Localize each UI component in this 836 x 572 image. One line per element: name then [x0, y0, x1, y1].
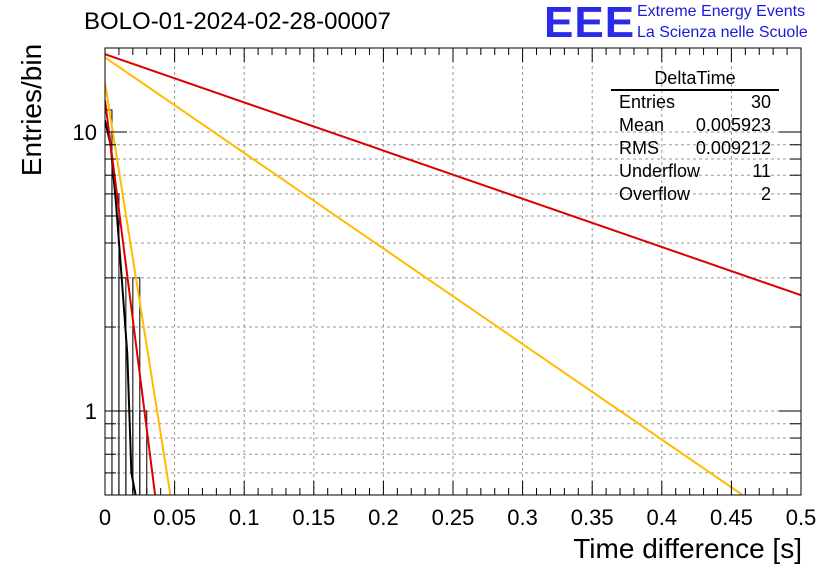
stats-row-entries: Entries 30: [611, 91, 779, 114]
stats-row-mean: Mean 0.005923: [611, 114, 779, 137]
curve-1: [105, 100, 157, 495]
curve-2: [105, 82, 172, 495]
stats-title: DeltaTime: [611, 68, 779, 91]
stats-box: DeltaTime Entries 30 Mean 0.005923 RMS 0.00…: [611, 68, 779, 206]
y-tick-label: 1: [85, 399, 97, 424]
stats-value: 0.005923: [695, 115, 771, 135]
stats-row-rms: RMS 0.009212: [611, 137, 779, 160]
histogram-bin: [132, 277, 141, 496]
curve-4: [105, 53, 801, 297]
stats-label: Entries: [619, 92, 676, 112]
grid: [105, 48, 801, 495]
stats-value: 11: [752, 161, 771, 181]
stats-label: Underflow: [619, 161, 701, 181]
x-tick-label: 0.5: [786, 505, 817, 530]
x-tick-label: 0.05: [153, 505, 196, 530]
tick-labels: 0 0.05 0.1 0.15 0.2 0.25 0.3 0.35 0.4 0.45 0.5 1 10: [73, 120, 817, 530]
x-tick-label: 0: [99, 505, 111, 530]
stats-value: 2: [760, 184, 771, 204]
histogram-bin: [104, 109, 113, 496]
x-tick-label: 0.15: [292, 505, 335, 530]
curve-3: [105, 56, 744, 495]
x-tick-label: 0.3: [507, 505, 538, 530]
x-tick-label: 0.1: [229, 505, 260, 530]
x-axis-label: Time difference [s]: [573, 533, 802, 564]
stats-label: RMS: [619, 138, 659, 158]
x-tick-label: 0.2: [368, 505, 399, 530]
stats-value: 30: [750, 92, 771, 112]
stats-label: Mean: [619, 115, 665, 135]
x-tick-label: 0.35: [571, 505, 614, 530]
y-tick-label: 10: [73, 120, 97, 145]
eee-logo: EEE: [544, 0, 636, 47]
run-title: BOLO-01-2024-02-28-00007: [84, 8, 391, 35]
stats-row-overflow: Overflow 2: [611, 183, 779, 206]
axis-ticks: [104, 48, 802, 495]
x-tick-label: 0.4: [647, 505, 678, 530]
stats-value: 0.009212: [695, 138, 771, 158]
y-axis-label: Entries/bin: [16, 43, 47, 177]
stats-row-underflow: Underflow 11: [611, 160, 779, 183]
logo-subtitle-1: Extreme Energy Events: [637, 3, 806, 20]
x-tick-label: 0.25: [432, 505, 475, 530]
logo-subtitle-2: La Scienza nelle Scuole: [637, 24, 808, 41]
stats-label: Overflow: [619, 184, 691, 204]
x-tick-label: 0.45: [710, 505, 753, 530]
